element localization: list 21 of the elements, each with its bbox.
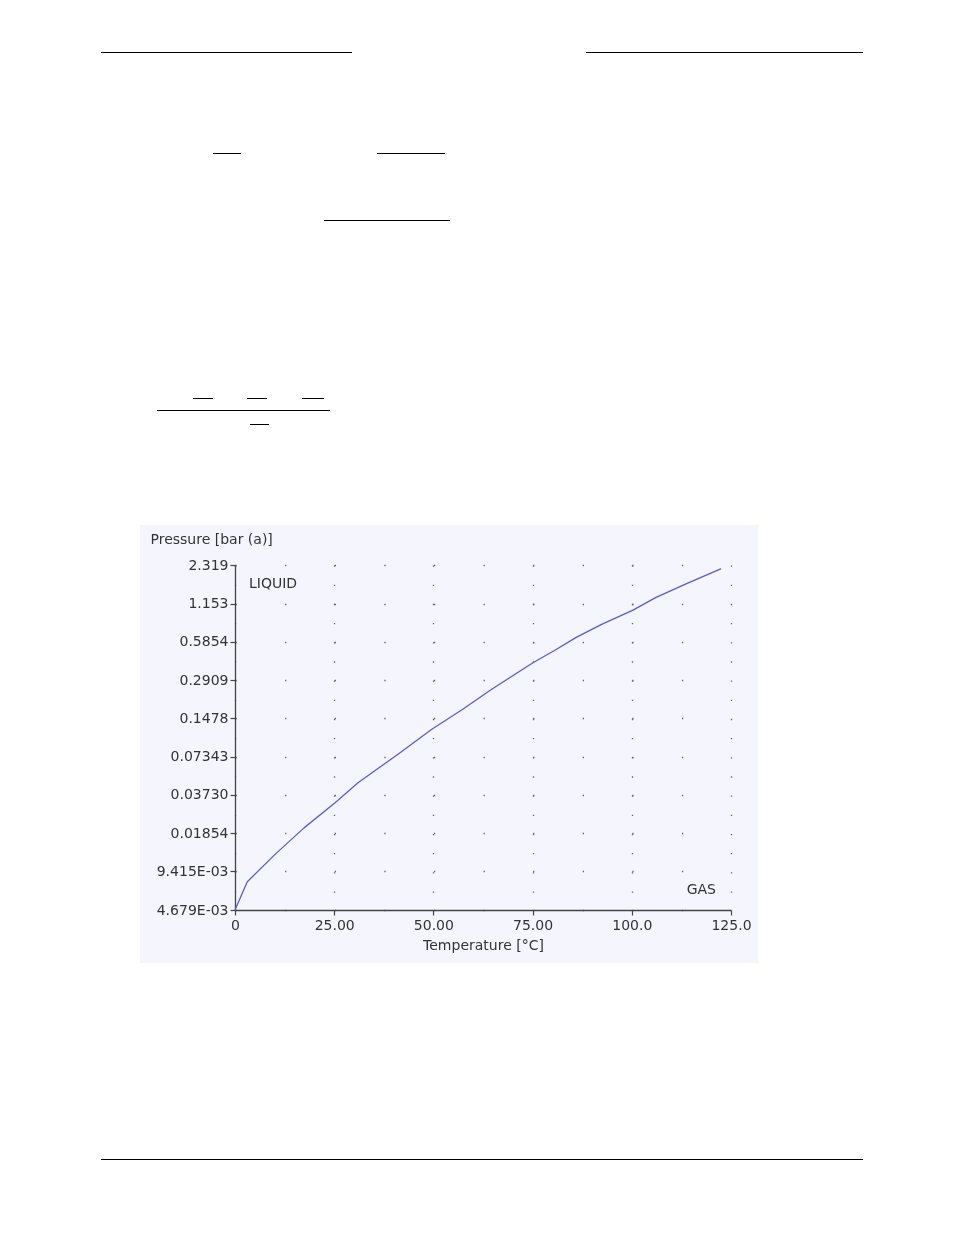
y-tick-label: 9.415E-03 [156,862,229,879]
y-tick-label: 1.153 [188,595,229,612]
x-tick-label: 0 [231,916,240,933]
x-tick-label: 100.0 [612,916,653,933]
y-tick-label: 2.319 [188,556,229,573]
annotation: GAS [686,881,717,897]
y-tick-label: 0.5854 [179,633,229,650]
x-axis-title: Temperature [°C] [422,936,544,953]
y-tick-label: 0.1478 [179,709,229,726]
x-tick-label: 125.0 [711,916,752,933]
x-tick-label: 50.00 [413,916,454,933]
y-axis-title: Pressure [bar (a)] [150,530,273,547]
x-tick-label: 25.00 [314,916,355,933]
y-tick-label: 0.01854 [170,824,229,841]
line-series [234,568,722,911]
annotation: LIQUID [249,575,298,591]
y-tick-label: 0.07343 [170,748,229,765]
x-tick-label: 75.00 [513,916,554,933]
y-tick-label: 0.03730 [170,786,229,803]
y-tick-label: 0.2909 [179,671,229,688]
y-tick-label: 4.679E-03 [156,901,229,918]
